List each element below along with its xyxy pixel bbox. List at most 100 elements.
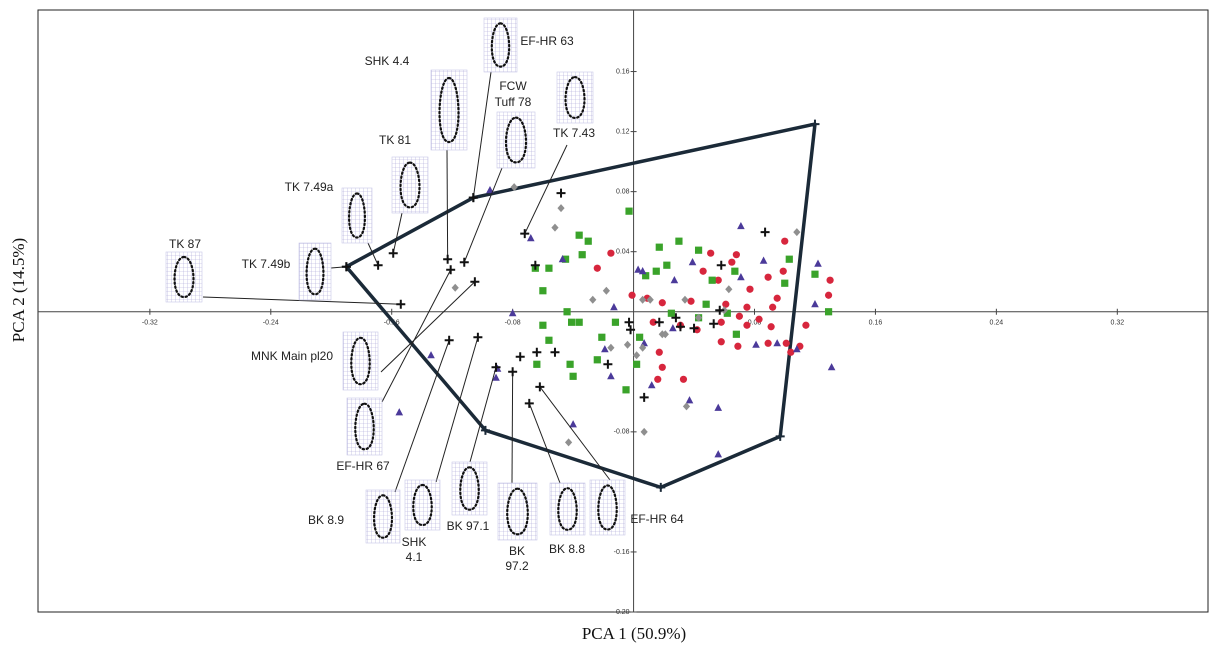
point <box>760 257 768 264</box>
point <box>607 344 614 352</box>
point <box>780 268 787 275</box>
annotation-label: BK 8.9 <box>308 513 344 527</box>
outline-thumbnail <box>431 70 467 150</box>
annotation-label: BK 97.1 <box>447 519 490 533</box>
leader-line <box>473 72 491 198</box>
point <box>655 318 664 327</box>
point <box>576 232 583 239</box>
point <box>695 247 702 254</box>
y-tick-label: 0.16 <box>616 68 630 75</box>
point <box>718 319 725 326</box>
point <box>516 352 525 361</box>
point <box>509 309 517 316</box>
annotation-label: SHK <box>402 535 427 549</box>
leader-line <box>529 403 560 483</box>
point <box>725 285 732 293</box>
labelled-specimen <box>473 333 482 342</box>
outline-thumbnail <box>557 72 593 123</box>
point <box>663 262 670 269</box>
point <box>625 318 634 327</box>
outline-thumbnail <box>452 462 487 515</box>
point <box>707 250 714 257</box>
point <box>714 450 722 457</box>
point <box>826 277 833 284</box>
point <box>579 251 586 258</box>
point <box>633 351 640 359</box>
annotation-label: 4.1 <box>406 550 423 564</box>
annotation-label: BK 8.8 <box>549 542 585 556</box>
point <box>828 363 836 370</box>
point <box>687 298 694 305</box>
point <box>722 301 729 308</box>
point <box>743 304 750 311</box>
x-tick-label: 0.16 <box>869 320 883 327</box>
labelled-specimen <box>520 229 529 238</box>
point <box>769 304 776 311</box>
point <box>731 268 738 275</box>
point <box>569 420 577 427</box>
point <box>654 376 661 383</box>
point <box>545 265 552 272</box>
point <box>603 360 612 369</box>
point <box>607 250 614 257</box>
point <box>773 339 781 346</box>
outline-thumbnail <box>497 112 535 168</box>
point <box>539 322 546 329</box>
point <box>686 396 694 403</box>
x-axis-title: PCA 1 (50.9%) <box>582 624 686 643</box>
point <box>659 364 666 371</box>
point <box>734 343 741 350</box>
outline-thumbnail <box>590 480 625 535</box>
annotation-label: FCW <box>499 79 527 93</box>
outline-thumbnail <box>392 157 428 213</box>
point <box>825 308 832 315</box>
point <box>656 244 663 251</box>
point <box>717 261 726 270</box>
y-axis-title: PCA 2 (14.5%) <box>9 238 28 342</box>
outline-thumbnail <box>347 398 382 455</box>
point <box>709 319 718 328</box>
outline-thumbnail <box>405 480 440 530</box>
point <box>527 234 535 241</box>
point <box>622 386 629 393</box>
annotation-label: TK 7.49b <box>242 257 291 271</box>
point <box>765 274 772 281</box>
outline-thumbnail <box>366 490 400 543</box>
point <box>768 323 775 330</box>
point <box>755 316 762 323</box>
leader-line <box>381 282 475 372</box>
point <box>533 361 540 368</box>
point <box>641 428 648 436</box>
point <box>570 373 577 380</box>
point <box>563 308 570 315</box>
point <box>557 189 566 198</box>
annotation-label: TK 7.43 <box>553 126 595 140</box>
point <box>728 259 735 266</box>
point <box>781 238 788 245</box>
point <box>557 204 564 212</box>
point <box>653 268 660 275</box>
outline-thumbnail <box>166 252 202 302</box>
annotation-label: TK 87 <box>169 237 201 251</box>
point <box>718 338 725 345</box>
point <box>624 341 631 349</box>
annotation-label: Tuff 78 <box>495 95 532 109</box>
point <box>752 341 760 348</box>
point <box>427 351 435 358</box>
point <box>733 331 740 338</box>
point <box>709 277 716 284</box>
point <box>610 303 618 310</box>
labelled-specimen <box>443 255 452 264</box>
labelled-specimen <box>374 261 383 270</box>
labelled-specimen <box>460 258 469 267</box>
y-tick-label: 0.04 <box>616 249 630 256</box>
labelled-specimen <box>446 265 455 274</box>
point <box>786 256 793 263</box>
x-tick-label: 0.32 <box>1110 320 1124 327</box>
point <box>715 306 724 315</box>
outline-thumbnail <box>343 332 378 390</box>
annotation-label: TK 81 <box>379 133 411 147</box>
annotation-label: 97.2 <box>505 559 529 573</box>
point <box>675 238 682 245</box>
point <box>565 438 572 446</box>
